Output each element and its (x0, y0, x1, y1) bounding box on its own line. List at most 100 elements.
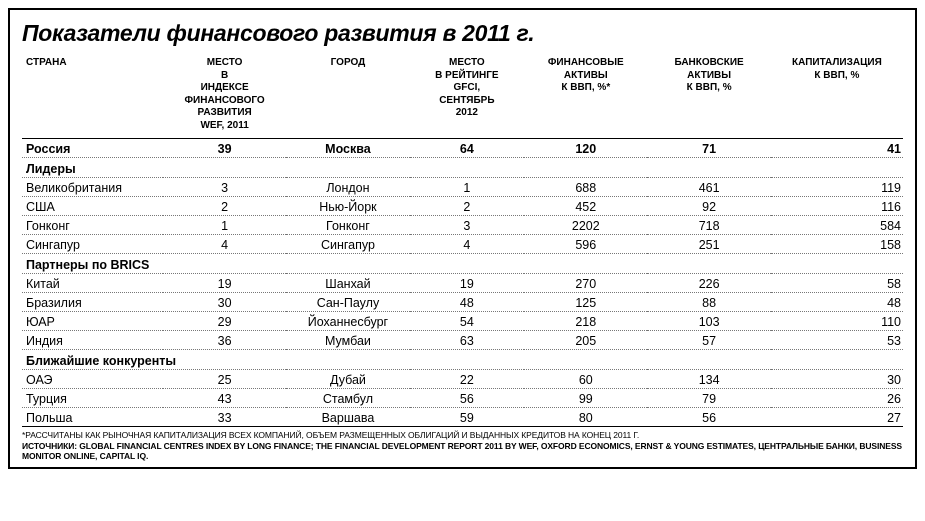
cell-country: США (22, 197, 163, 216)
cell-fin: 688 (524, 178, 647, 197)
cell-country: Бразилия (22, 293, 163, 312)
cell-country: Турция (22, 389, 163, 408)
cell-gfci: 63 (410, 331, 525, 350)
cell-cap: 27 (771, 408, 903, 427)
cell-city: Сингапур (286, 235, 409, 254)
cell-wef: 19 (163, 274, 286, 293)
table-body: Россия39Москва641207141ЛидерыВеликобрита… (22, 139, 903, 427)
report-frame: Показатели финансового развития в 2011 г… (8, 8, 917, 469)
section-label: Лидеры (22, 158, 903, 178)
table-row: Индия36Мумбаи632055753 (22, 331, 903, 350)
cell-cap: 41 (771, 139, 903, 158)
table-row: ЮАР29Йоханнесбург54218103110 (22, 312, 903, 331)
cell-cap: 110 (771, 312, 903, 331)
cell-cap: 158 (771, 235, 903, 254)
cell-gfci: 1 (410, 178, 525, 197)
section-row: Лидеры (22, 158, 903, 178)
cell-gfci: 59 (410, 408, 525, 427)
cell-cap: 116 (771, 197, 903, 216)
cell-wef: 43 (163, 389, 286, 408)
cell-fin: 218 (524, 312, 647, 331)
cell-gfci: 19 (410, 274, 525, 293)
cell-city: Мумбаи (286, 331, 409, 350)
cell-bank: 92 (647, 197, 770, 216)
cell-gfci: 64 (410, 139, 525, 158)
cell-city: Стамбул (286, 389, 409, 408)
section-label: Ближайшие конкуренты (22, 350, 903, 370)
col-bank: БАНКОВСКИЕАКТИВЫК ВВП, % (647, 55, 770, 139)
cell-wef: 25 (163, 370, 286, 389)
cell-country: Сингапур (22, 235, 163, 254)
col-country: СТРАНА (22, 55, 163, 139)
footnote: *РАССЧИТАНЫ КАК РЫНОЧНАЯ КАПИТАЛИЗАЦИЯ В… (22, 430, 903, 440)
cell-fin: 205 (524, 331, 647, 350)
col-cap: КАПИТАЛИЗАЦИЯК ВВП, % (771, 55, 903, 139)
table-row: Сингапур4Сингапур4596251158 (22, 235, 903, 254)
cell-bank: 57 (647, 331, 770, 350)
report-title: Показатели финансового развития в 2011 г… (22, 20, 903, 47)
cell-gfci: 56 (410, 389, 525, 408)
cell-cap: 30 (771, 370, 903, 389)
table-row: Польша33Варшава59805627 (22, 408, 903, 427)
cell-bank: 226 (647, 274, 770, 293)
cell-city: Лондон (286, 178, 409, 197)
cell-wef: 30 (163, 293, 286, 312)
cell-wef: 29 (163, 312, 286, 331)
table-row: Великобритания3Лондон1688461119 (22, 178, 903, 197)
cell-bank: 88 (647, 293, 770, 312)
cell-bank: 103 (647, 312, 770, 331)
table-row: Россия39Москва641207141 (22, 139, 903, 158)
cell-fin: 270 (524, 274, 647, 293)
table-row: ОАЭ25Дубай226013430 (22, 370, 903, 389)
cell-bank: 79 (647, 389, 770, 408)
cell-city: Гонконг (286, 216, 409, 235)
cell-wef: 2 (163, 197, 286, 216)
cell-fin: 99 (524, 389, 647, 408)
col-gfci: МЕСТОВ РЕЙТИНГЕGFCI,СЕНТЯБРЬ2012 (410, 55, 525, 139)
cell-bank: 71 (647, 139, 770, 158)
table-header: СТРАНА МЕСТОВИНДЕКСЕФИНАНСОВОГОРАЗВИТИЯW… (22, 55, 903, 139)
col-city: ГОРОД (286, 55, 409, 139)
cell-cap: 584 (771, 216, 903, 235)
cell-fin: 2202 (524, 216, 647, 235)
cell-country: Польша (22, 408, 163, 427)
cell-country: Великобритания (22, 178, 163, 197)
col-wef: МЕСТОВИНДЕКСЕФИНАНСОВОГОРАЗВИТИЯWEF, 201… (163, 55, 286, 139)
cell-country: Китай (22, 274, 163, 293)
cell-city: Дубай (286, 370, 409, 389)
table-row: Гонконг1Гонконг32202718584 (22, 216, 903, 235)
cell-fin: 125 (524, 293, 647, 312)
cell-wef: 1 (163, 216, 286, 235)
cell-fin: 452 (524, 197, 647, 216)
cell-bank: 134 (647, 370, 770, 389)
cell-fin: 60 (524, 370, 647, 389)
cell-bank: 718 (647, 216, 770, 235)
table-row: Китай19Шанхай1927022658 (22, 274, 903, 293)
section-label: Партнеры по BRICS (22, 254, 903, 274)
cell-wef: 3 (163, 178, 286, 197)
cell-wef: 4 (163, 235, 286, 254)
cell-city: Нью-Йорк (286, 197, 409, 216)
cell-cap: 58 (771, 274, 903, 293)
cell-wef: 33 (163, 408, 286, 427)
cell-bank: 56 (647, 408, 770, 427)
cell-country: Индия (22, 331, 163, 350)
cell-fin: 80 (524, 408, 647, 427)
cell-gfci: 3 (410, 216, 525, 235)
cell-country: ЮАР (22, 312, 163, 331)
cell-gfci: 2 (410, 197, 525, 216)
cell-city: Шанхай (286, 274, 409, 293)
data-table: СТРАНА МЕСТОВИНДЕКСЕФИНАНСОВОГОРАЗВИТИЯW… (22, 55, 903, 427)
cell-fin: 120 (524, 139, 647, 158)
cell-wef: 39 (163, 139, 286, 158)
cell-country: ОАЭ (22, 370, 163, 389)
col-fin: ФИНАНСОВЫЕАКТИВЫК ВВП, %* (524, 55, 647, 139)
cell-cap: 48 (771, 293, 903, 312)
table-row: Турция43Стамбул56997926 (22, 389, 903, 408)
cell-country: Гонконг (22, 216, 163, 235)
sources: ИСТОЧНИКИ: GLOBAL FINANCIAL CENTRES INDE… (22, 441, 903, 461)
cell-wef: 36 (163, 331, 286, 350)
cell-gfci: 22 (410, 370, 525, 389)
cell-city: Сан-Паулу (286, 293, 409, 312)
cell-country: Россия (22, 139, 163, 158)
